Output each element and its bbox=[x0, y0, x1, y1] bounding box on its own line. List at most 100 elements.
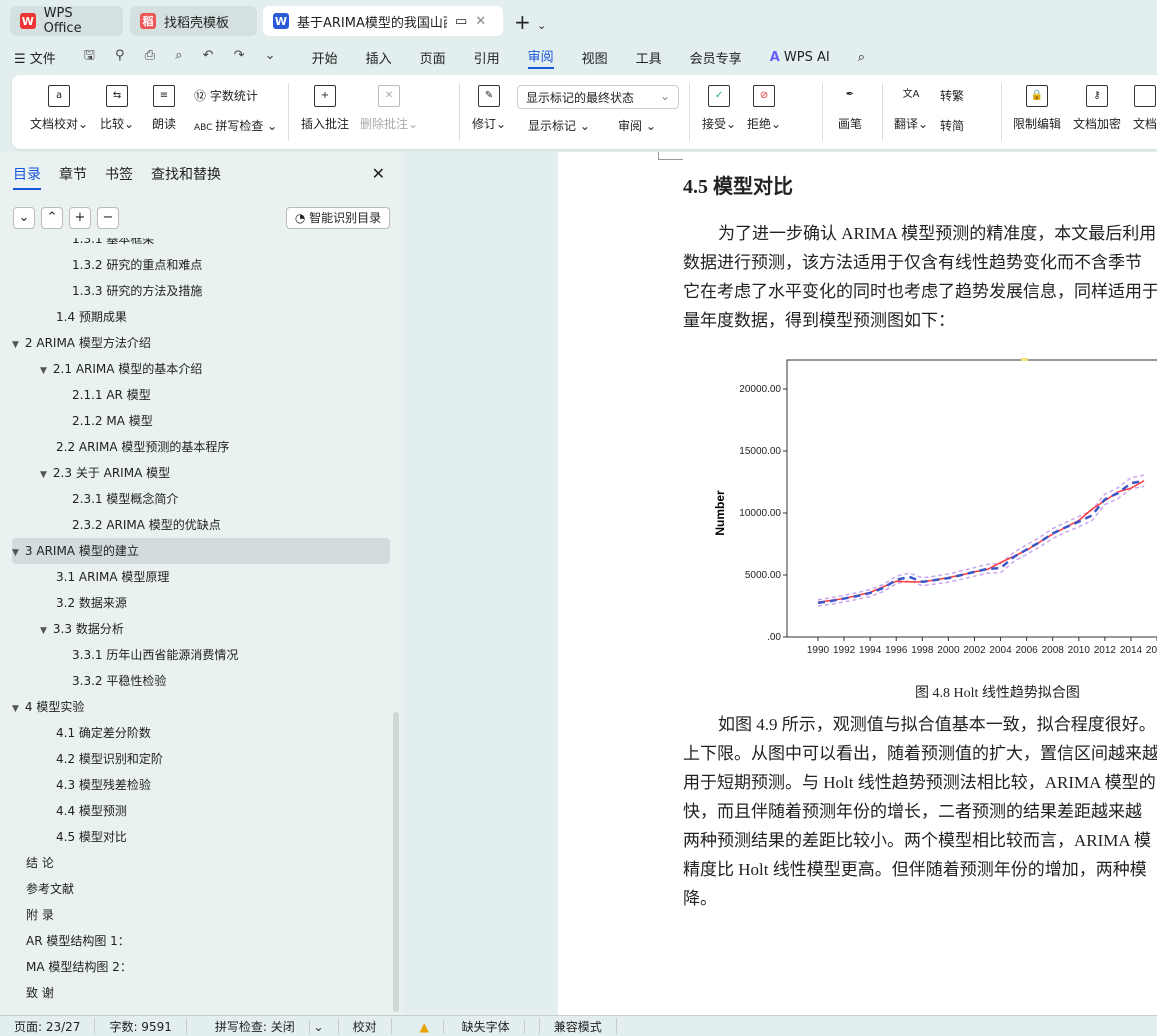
toc-item[interactable]: 4.5 模型对比 bbox=[56, 830, 127, 844]
margin-marker bbox=[658, 152, 683, 160]
menu-insert[interactable]: 插入 bbox=[365, 51, 392, 67]
toc-item[interactable]: 结 论 bbox=[26, 856, 54, 870]
display-mode-select[interactable]: 显示标记的最终状态 ⌄ bbox=[517, 85, 679, 109]
translate-button[interactable]: 文A 翻译⌄ bbox=[894, 85, 928, 132]
tab-sections[interactable]: 章节 bbox=[59, 167, 87, 183]
word-count[interactable]: 字数: 9591 bbox=[95, 1017, 187, 1035]
revise-button[interactable]: ✎ 修订⌄ bbox=[472, 85, 506, 132]
to-simplified-button[interactable]: 转简 bbox=[940, 119, 965, 133]
search-icon[interactable]: ⌕ bbox=[857, 49, 865, 65]
toc-item[interactable]: 4.4 模型预测 bbox=[56, 804, 127, 818]
proof-icon: a bbox=[48, 85, 71, 107]
tab-find-replace[interactable]: 查找和替换 bbox=[151, 167, 221, 183]
restrict-edit-button[interactable]: 🔒 限制编辑 bbox=[1013, 85, 1061, 132]
expand-arrow-icon[interactable]: ▼ bbox=[40, 470, 47, 480]
proof-status[interactable]: 校对 bbox=[339, 1017, 392, 1035]
toc-item[interactable]: 2.1.2 MA 模型 bbox=[72, 414, 153, 428]
menu-page[interactable]: 页面 bbox=[419, 51, 446, 67]
expand-button[interactable]: ⌃ bbox=[41, 207, 63, 229]
close-sidebar-icon[interactable]: ✕ bbox=[371, 164, 385, 183]
monitor-icon[interactable]: ▭ bbox=[455, 13, 468, 29]
x-tick-label: 2006 bbox=[1016, 645, 1039, 656]
compare-button[interactable]: ⇆ 比较⌄ bbox=[100, 85, 134, 132]
toc-item[interactable]: ▼ 3 ARIMA 模型的建立 bbox=[12, 538, 390, 564]
review-pane-button[interactable]: 审阅 ⌄ bbox=[618, 119, 656, 133]
lock-icon: 🔒 bbox=[1026, 85, 1048, 107]
toc-item[interactable]: 1.3.3 研究的方法及措施 bbox=[72, 284, 203, 298]
encrypt-button[interactable]: ⚷ 文档加密 bbox=[1073, 85, 1121, 132]
toc-item[interactable]: 4.1 确定差分阶数 bbox=[56, 726, 151, 740]
smart-toc-button[interactable]: ◔ 智能识别目录 bbox=[286, 207, 390, 229]
menu-bar: ☰ 文件 🖫 ⚲ ⎙ ⌕ ↶ ↷ ⌄ 开始 插入 页面 引用 审阅 视图 工具 … bbox=[0, 44, 1157, 70]
remove-level-button[interactable]: − bbox=[97, 207, 119, 229]
doc-button[interactable]: 文档 bbox=[1133, 85, 1157, 132]
add-level-button[interactable]: + bbox=[69, 207, 91, 229]
expand-arrow-icon[interactable]: ▼ bbox=[12, 548, 19, 558]
accept-button[interactable]: ✓ 接受⌄ bbox=[702, 85, 736, 132]
toc-item[interactable]: 2.2 ARIMA 模型预测的基本程序 bbox=[56, 440, 230, 454]
to-traditional-button[interactable]: 转繁 bbox=[940, 89, 965, 103]
page-count[interactable]: 页面: 23/27 bbox=[0, 1017, 96, 1035]
toc-item[interactable]: 1.3.1 基本框架 bbox=[72, 238, 155, 246]
expand-arrow-icon[interactable]: ▼ bbox=[40, 626, 47, 636]
toc-item[interactable]: ▼ 4 模型实验 bbox=[12, 700, 85, 714]
tab-bookmarks[interactable]: 书签 bbox=[105, 167, 133, 183]
tab-document[interactable]: W基于ARIMA模型的我国山西省▭✕ bbox=[263, 6, 503, 36]
toc-item[interactable]: 参考文献 bbox=[26, 882, 75, 896]
delete-comment-button[interactable]: ✕ 删除批注⌄ bbox=[360, 85, 418, 132]
toc-item[interactable]: ▼ 2.3 关于 ARIMA 模型 bbox=[40, 466, 171, 480]
plot-frame bbox=[786, 359, 1157, 637]
menu-view[interactable]: 视图 bbox=[581, 51, 608, 67]
tab-templates[interactable]: 稻找稻壳模板 bbox=[130, 6, 257, 36]
menu-review[interactable]: 审阅 bbox=[527, 46, 554, 69]
toc-item[interactable]: 3.3.2 平稳性检验 bbox=[72, 674, 167, 688]
toc-item[interactable]: 4.3 模型残差检验 bbox=[56, 778, 151, 792]
menu-tools[interactable]: 工具 bbox=[635, 51, 662, 67]
menu-start[interactable]: 开始 bbox=[311, 51, 338, 67]
toc-item[interactable]: ▼ 2.1 ARIMA 模型的基本介绍 bbox=[40, 362, 203, 376]
new-tab-button[interactable]: + ⌄ bbox=[514, 10, 547, 34]
toc-item[interactable]: ▼ 3.3 数据分析 bbox=[40, 622, 124, 636]
tab-toc[interactable]: 目录 bbox=[13, 164, 41, 190]
tab-wps-office[interactable]: W WPS Office bbox=[10, 6, 123, 36]
sidebar-scrollbar[interactable] bbox=[393, 712, 399, 1012]
expand-arrow-icon[interactable]: ▼ bbox=[12, 704, 19, 714]
menu-reference[interactable]: 引用 bbox=[473, 51, 500, 67]
toc-item[interactable]: 1.4 预期成果 bbox=[56, 310, 127, 324]
missing-font[interactable]: ▲ 缺失字体 bbox=[392, 1017, 540, 1035]
toc-item[interactable]: 4.2 模型识别和定阶 bbox=[56, 752, 163, 766]
section-heading: 4.5 模型对比 bbox=[683, 176, 793, 198]
read-aloud-button[interactable]: ≡ 朗读 bbox=[152, 85, 176, 132]
toc-item[interactable]: MA 模型结构图 2： bbox=[26, 960, 132, 974]
toc-item[interactable]: 2.3.1 模型概念简介 bbox=[72, 492, 179, 506]
toc-item[interactable]: 3.2 数据来源 bbox=[56, 596, 127, 610]
menu-member[interactable]: 会员专享 bbox=[689, 51, 742, 67]
proof-button[interactable]: a 文档校对⌄ bbox=[30, 85, 88, 132]
toc-item[interactable]: 致 谢 bbox=[26, 986, 54, 1000]
expand-arrow-icon[interactable]: ▼ bbox=[40, 366, 47, 376]
toc-item[interactable]: 1.3.2 研究的重点和难点 bbox=[72, 258, 203, 272]
toc-item[interactable]: 2.3.2 ARIMA 模型的优缺点 bbox=[72, 518, 221, 532]
show-marks-button[interactable]: 显示标记 ⌄ bbox=[528, 119, 590, 133]
toc-item[interactable]: ▼ 2 ARIMA 模型方法介绍 bbox=[12, 336, 151, 350]
spell-check-button[interactable]: ABC 拼写检查 ⌄ bbox=[194, 119, 278, 133]
toc-item[interactable]: 3.3.1 历年山西省能源消费情况 bbox=[72, 648, 239, 662]
quick-tools[interactable]: 🖫 ⚲ ⎙ ⌕ ↶ ↷ ⌄ bbox=[83, 48, 284, 63]
close-tab-icon[interactable]: ✕ bbox=[475, 13, 487, 29]
wps-ai-button[interactable]: A WPS AI bbox=[769, 49, 830, 65]
pen-button[interactable]: ✒ 画笔 bbox=[838, 85, 862, 132]
word-count-button[interactable]: ⑫ 字数统计 bbox=[194, 89, 258, 103]
selection-handle bbox=[1021, 358, 1028, 361]
reject-button[interactable]: ⊘ 拒绝⌄ bbox=[747, 85, 781, 132]
accept-icon: ✓ bbox=[708, 85, 731, 107]
toc-item[interactable]: 2.1.1 AR 模型 bbox=[72, 388, 151, 402]
expand-arrow-icon[interactable]: ▼ bbox=[12, 340, 19, 350]
insert-comment-button[interactable]: + 插入批注 bbox=[301, 85, 349, 132]
read-icon: ≡ bbox=[153, 85, 175, 107]
toc-item[interactable]: 附 录 bbox=[26, 908, 54, 922]
file-menu[interactable]: ☰ 文件 bbox=[14, 51, 56, 67]
collapse-button[interactable]: ⌄ bbox=[13, 207, 35, 229]
toc-item[interactable]: 3.1 ARIMA 模型原理 bbox=[56, 570, 170, 584]
toc-item[interactable]: AR 模型结构图 1： bbox=[26, 934, 130, 948]
spell-status[interactable]: 拼写检查: 关闭 ⌄ bbox=[187, 1017, 339, 1035]
